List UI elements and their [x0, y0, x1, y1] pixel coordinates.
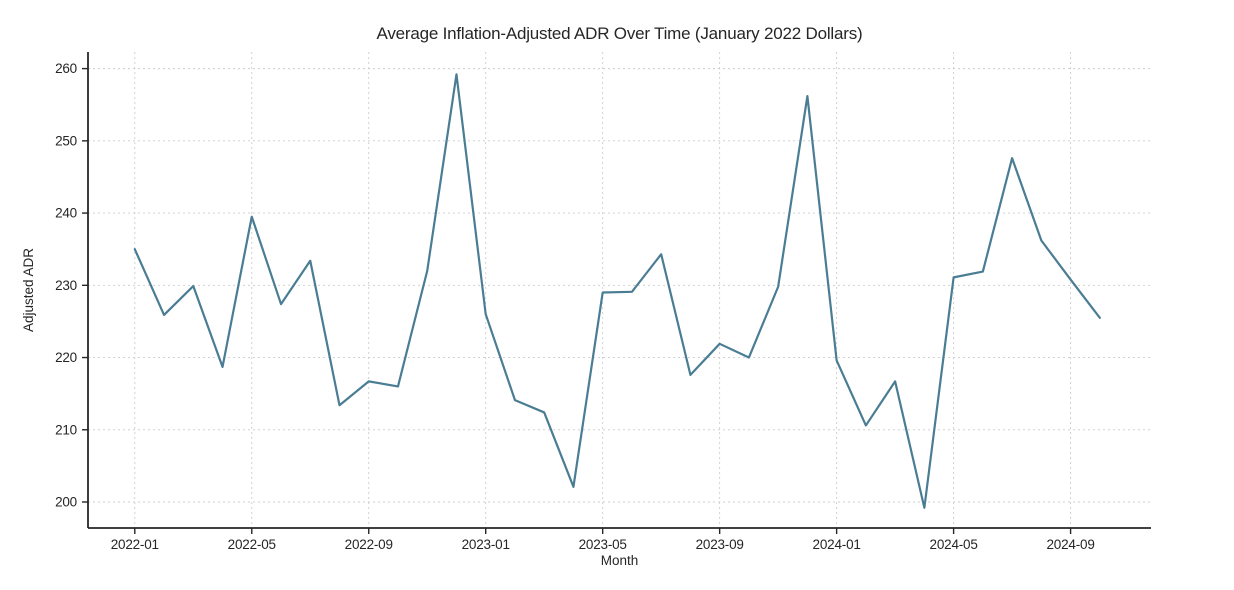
y-tick-label: 200 [55, 494, 77, 509]
x-tick-label: 2024-09 [1047, 537, 1095, 552]
x-tick-label: 2024-05 [930, 537, 978, 552]
x-tick-label: 2023-09 [696, 537, 744, 552]
x-tick-label: 2023-05 [579, 537, 627, 552]
y-tick-label: 240 [55, 206, 77, 221]
chart-title: Average Inflation-Adjusted ADR Over Time… [376, 24, 863, 43]
x-tick-label: 2022-01 [111, 537, 159, 552]
y-tick-label: 230 [55, 278, 77, 293]
y-axis-label: Adjusted ADR [21, 247, 36, 333]
x-tick-label: 2023-01 [462, 537, 510, 552]
x-axis-label: Month [600, 553, 639, 568]
y-tick-label: 210 [55, 422, 77, 437]
x-tick-label: 2024-01 [813, 537, 861, 552]
y-tick-label: 250 [55, 133, 77, 148]
y-tick-label: 260 [55, 61, 77, 76]
x-tick-label: 2022-09 [345, 537, 393, 552]
x-tick-label: 2022-05 [228, 537, 276, 552]
adr-line-series [133, 73, 1101, 509]
y-tick-label: 220 [55, 350, 77, 365]
